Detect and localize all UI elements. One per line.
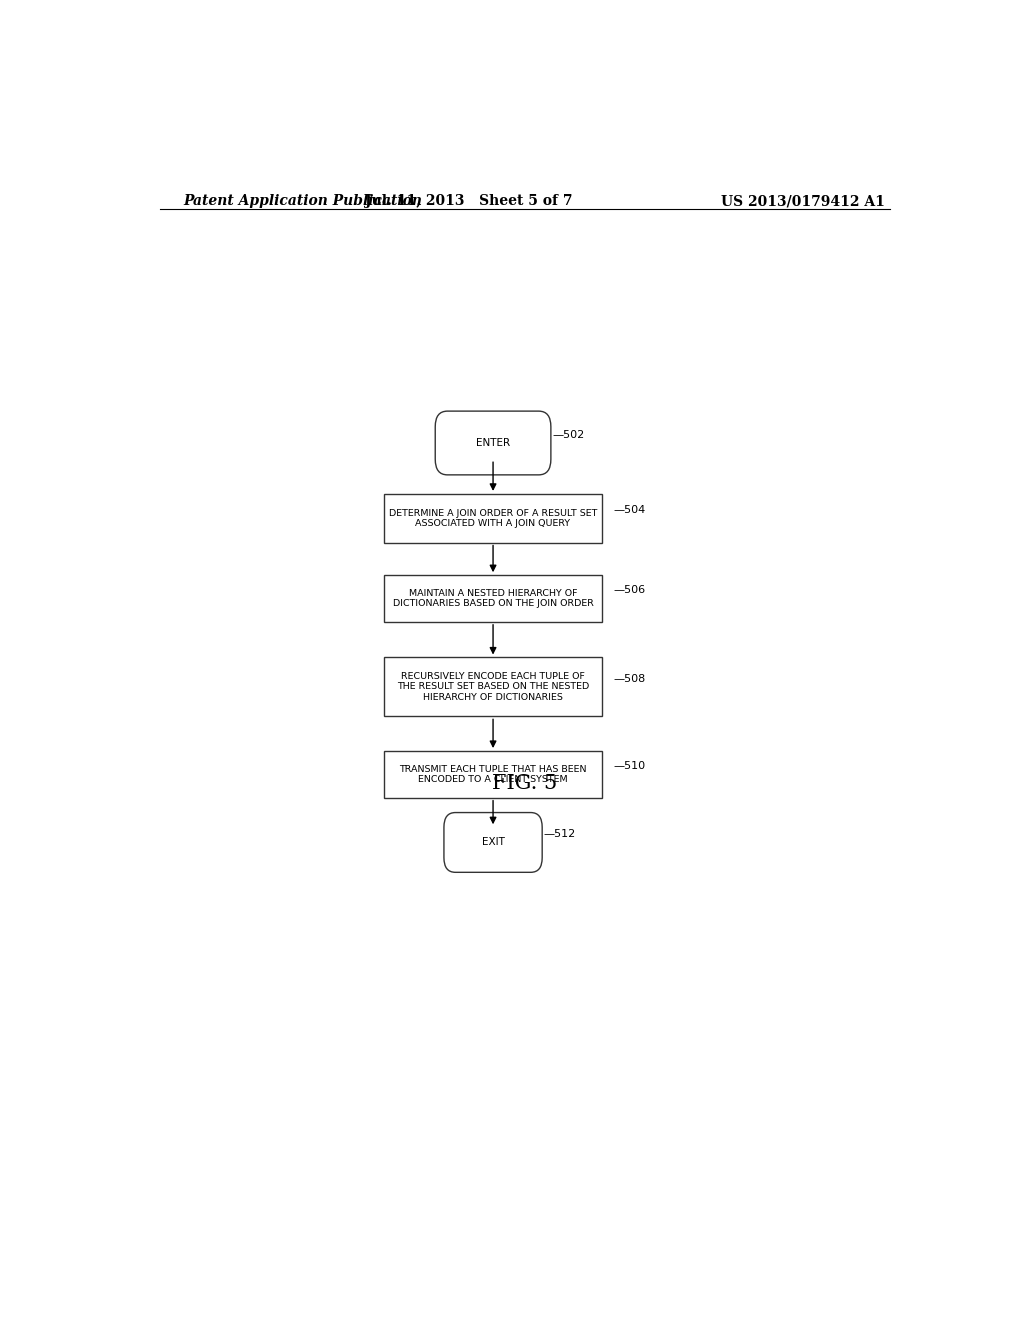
Text: —510: —510 [613, 762, 646, 771]
FancyBboxPatch shape [384, 576, 602, 622]
FancyBboxPatch shape [384, 657, 602, 717]
FancyBboxPatch shape [435, 411, 551, 475]
Text: ENTER: ENTER [476, 438, 510, 447]
Text: RECURSIVELY ENCODE EACH TUPLE OF
THE RESULT SET BASED ON THE NESTED
HIERARCHY OF: RECURSIVELY ENCODE EACH TUPLE OF THE RES… [397, 672, 589, 702]
Text: US 2013/0179412 A1: US 2013/0179412 A1 [721, 194, 885, 209]
Text: TRANSMIT EACH TUPLE THAT HAS BEEN
ENCODED TO A CLIENT SYSTEM: TRANSMIT EACH TUPLE THAT HAS BEEN ENCODE… [399, 764, 587, 784]
Text: —506: —506 [613, 585, 646, 595]
Text: —508: —508 [613, 673, 646, 684]
FancyBboxPatch shape [384, 751, 602, 797]
Text: MAINTAIN A NESTED HIERARCHY OF
DICTIONARIES BASED ON THE JOIN ORDER: MAINTAIN A NESTED HIERARCHY OF DICTIONAR… [392, 589, 594, 609]
Text: EXIT: EXIT [481, 837, 505, 847]
Text: DETERMINE A JOIN ORDER OF A RESULT SET
ASSOCIATED WITH A JOIN QUERY: DETERMINE A JOIN ORDER OF A RESULT SET A… [389, 508, 597, 528]
Text: FIG. 5: FIG. 5 [493, 774, 557, 793]
Text: —502: —502 [553, 430, 585, 440]
Text: —504: —504 [613, 506, 646, 515]
Text: Jul. 11, 2013   Sheet 5 of 7: Jul. 11, 2013 Sheet 5 of 7 [366, 194, 573, 209]
Text: —512: —512 [543, 829, 575, 840]
Text: Patent Application Publication: Patent Application Publication [183, 194, 423, 209]
FancyBboxPatch shape [444, 813, 542, 873]
FancyBboxPatch shape [384, 494, 602, 543]
